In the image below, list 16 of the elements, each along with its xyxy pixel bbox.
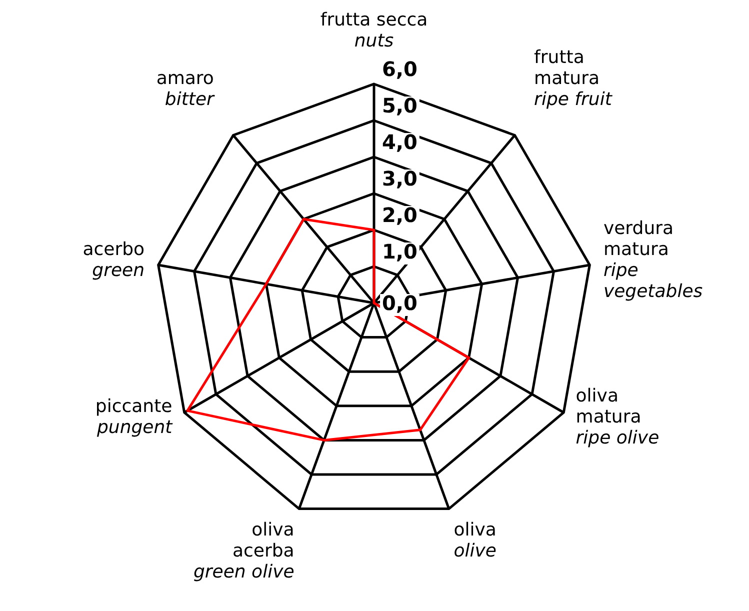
y-tick-label: 2,0 <box>382 203 418 228</box>
spoke-label: oliva acerba green olive <box>193 520 294 583</box>
y-tick-label: 6,0 <box>382 57 418 82</box>
y-tick-label: 5,0 <box>382 94 418 118</box>
spoke-label: acerbo green <box>82 239 145 282</box>
spoke-label: oliva matura ripe olive <box>576 386 660 449</box>
y-tick-label: 1,0 <box>382 240 418 264</box>
spoke-label: piccante pungent <box>95 396 174 438</box>
spoke-label: amaro bitter <box>156 68 216 110</box>
y-tick-label: 3,0 <box>382 166 418 191</box>
spoke-label: oliva olive <box>454 520 496 562</box>
spoke-label: verdura matura ripe vegetables <box>603 218 703 302</box>
spoke-label: frutta secca nuts <box>320 10 428 52</box>
y-tick-label: 4,0 <box>382 130 418 154</box>
y-tick-label: 0,0 <box>382 291 418 316</box>
spoke-label: frutta matura ripe fruit <box>534 46 613 110</box>
